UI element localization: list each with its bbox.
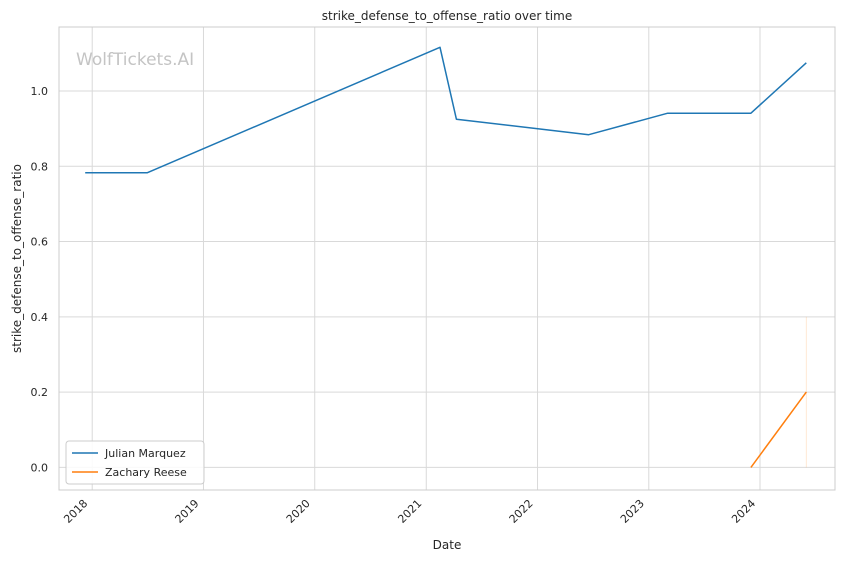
legend-label: Julian Marquez: [104, 447, 186, 460]
y-axis-ticks: 0.0 0.2 0.4 0.6 0.8 1.0: [31, 85, 49, 474]
y-tick-label: 0.8: [31, 160, 49, 173]
y-tick-label: 0.6: [31, 236, 49, 249]
legend-label: Zachary Reese: [105, 466, 187, 479]
y-tick-label: 1.0: [31, 85, 49, 98]
legend: Julian Marquez Zachary Reese: [65, 440, 205, 485]
x-axis-label: Date: [433, 538, 462, 552]
chart-title: strike_defense_to_offense_ratio over tim…: [322, 9, 572, 23]
watermark: WolfTickets.AI: [76, 50, 194, 70]
legend-box: [65, 440, 205, 485]
series-layer: [85, 46, 807, 468]
grid: [59, 27, 835, 490]
y-tick-label: 0.2: [31, 386, 49, 399]
series-line: [750, 391, 807, 468]
series-line: [85, 46, 807, 174]
plot-frame: [58, 26, 836, 491]
y-tick-label: 0.0: [31, 461, 49, 474]
y-tick-label: 0.4: [31, 311, 49, 324]
y-axis-label: strike_defense_to_offense_ratio: [10, 164, 24, 353]
